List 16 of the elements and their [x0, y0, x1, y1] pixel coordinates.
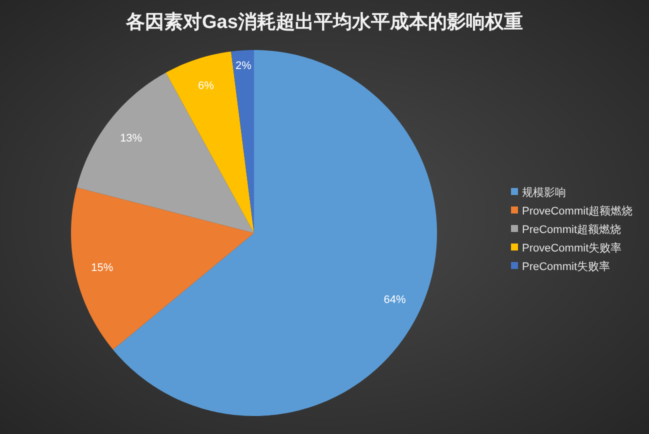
- pie-slice: [231, 50, 254, 233]
- data-label: 15%: [91, 262, 114, 274]
- legend-label: ProveCommit失败率: [522, 242, 622, 254]
- pie-slice: [166, 51, 254, 233]
- pie-slice: [71, 187, 254, 350]
- data-label: 13%: [120, 132, 142, 145]
- legend-label: 规模影响: [522, 187, 566, 199]
- chart-title: 各因素对Gas消耗超出平均水平成本的影响权重: [125, 11, 523, 33]
- pie-slice: [76, 72, 254, 233]
- legend-label: PreCommit超额燃烧: [522, 223, 622, 236]
- legend-label: PreCommit失败率: [522, 260, 610, 273]
- data-label: 6%: [198, 80, 214, 92]
- data-label: 64%: [384, 294, 406, 306]
- legend-label: ProveCommit超额燃烧: [522, 204, 633, 218]
- data-label: 2%: [235, 60, 252, 72]
- pie-slice: [112, 50, 437, 416]
